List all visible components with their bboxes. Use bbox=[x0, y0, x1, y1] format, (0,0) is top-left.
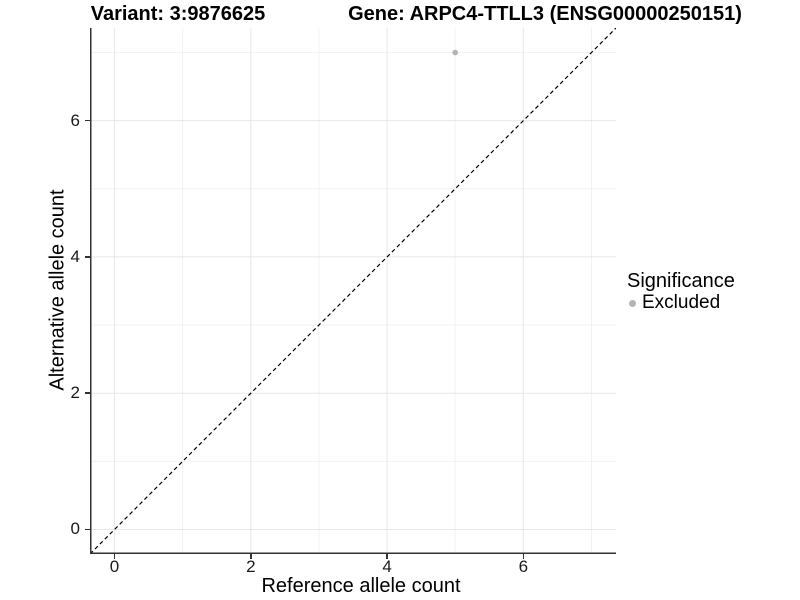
variant-title: Variant: 3:9876625 bbox=[90, 3, 266, 25]
gene-title: Gene: ARPC4-TTLL3 (ENSG00000250151) bbox=[348, 3, 742, 25]
y-tick-label: 0 bbox=[70, 519, 80, 539]
x-tick-label: 0 bbox=[109, 557, 120, 576]
y-axis-tick bbox=[84, 392, 90, 394]
x-axis-title: Reference allele count bbox=[261, 575, 461, 597]
data-point bbox=[452, 49, 459, 56]
y-tick-label: 6 bbox=[70, 110, 80, 130]
identity-line bbox=[90, 28, 616, 554]
legend-item-excluded: Excluded bbox=[627, 292, 735, 314]
x-tick-label: 6 bbox=[518, 557, 529, 576]
plot-svg bbox=[90, 28, 616, 554]
y-tick-label: 4 bbox=[70, 246, 80, 266]
legend-title: Significance bbox=[627, 270, 735, 292]
y-axis-tick bbox=[84, 528, 90, 531]
x-tick-label: 4 bbox=[382, 557, 392, 576]
legend-item-label: Excluded bbox=[642, 292, 721, 313]
y-axis-tick bbox=[84, 119, 90, 122]
excluded-point-icon bbox=[629, 299, 636, 307]
x-tick-label: 2 bbox=[246, 557, 256, 576]
legend: Significance Excluded bbox=[627, 270, 735, 314]
y-axis-title: Alternative allele count bbox=[46, 189, 69, 391]
x-axis-tick bbox=[522, 554, 525, 559]
x-axis-tick bbox=[386, 554, 388, 559]
plot-panel bbox=[90, 28, 616, 554]
y-tick-label: 2 bbox=[70, 383, 80, 403]
y-axis-tick bbox=[84, 256, 90, 258]
x-axis-tick bbox=[250, 554, 252, 559]
x-axis-tick bbox=[113, 554, 116, 559]
